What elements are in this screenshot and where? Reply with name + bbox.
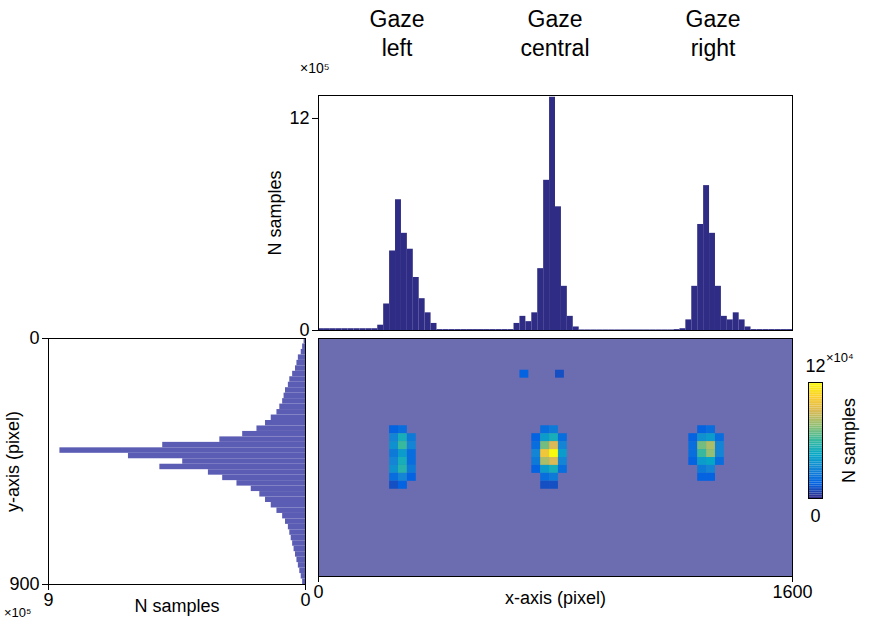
html-text:Gaze: Gaze xyxy=(527,6,583,32)
svg-text:9: 9 xyxy=(43,590,53,610)
html-text:Gaze: Gaze xyxy=(685,6,741,32)
svg-text:x-axis (pixel): x-axis (pixel) xyxy=(505,588,606,608)
html-text:left: left xyxy=(381,35,413,61)
svg-text:0: 0 xyxy=(299,320,309,340)
html-text:×10⁵: ×10⁵ xyxy=(4,605,32,620)
svg-text:0: 0 xyxy=(313,582,323,602)
svg-text:0: 0 xyxy=(300,590,310,610)
svg-text:900: 900 xyxy=(9,574,39,594)
svg-text:0: 0 xyxy=(810,506,820,526)
svg-text:N samples: N samples xyxy=(265,170,285,255)
html-text:×10⁴: ×10⁴ xyxy=(826,350,854,365)
svg-text:1600: 1600 xyxy=(772,582,812,602)
html-text:right: right xyxy=(690,35,736,61)
html-text:×10⁵: ×10⁵ xyxy=(300,60,330,76)
svg-text:0: 0 xyxy=(29,328,39,348)
svg-text:y-axis (pixel): y-axis (pixel) xyxy=(3,411,23,512)
svg-text:12: 12 xyxy=(289,108,309,128)
html-text:central: central xyxy=(520,35,590,61)
svg-text:12: 12 xyxy=(805,356,825,376)
svg-text:N samples: N samples xyxy=(839,398,859,483)
svg-text:N samples: N samples xyxy=(134,596,219,616)
html-text:Gaze: Gaze xyxy=(369,6,425,32)
